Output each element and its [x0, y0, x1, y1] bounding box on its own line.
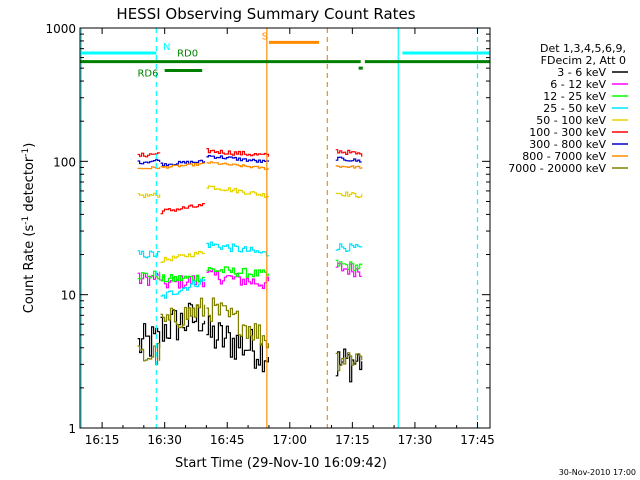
- series-5-segment-1: [137, 192, 161, 198]
- series-6: [137, 148, 363, 215]
- series-7: [137, 155, 362, 167]
- series-3: [137, 259, 363, 283]
- legend-label-4: 25 - 50 keV: [543, 102, 606, 115]
- series-5: [137, 185, 363, 263]
- series-6-segment-4: [335, 149, 363, 157]
- axes-layer: 16:15 16:30 16:45 17:00 17:15 17:30 17:45 1 10 10…: [45, 22, 494, 447]
- series-1: [137, 302, 363, 383]
- x-tick-label-3: 16:45: [210, 433, 245, 447]
- y-tick-label-3: 100: [53, 155, 76, 169]
- series-1-segment-3: [206, 315, 269, 373]
- series-9: [137, 297, 363, 372]
- y-tick-label-2: 10: [61, 289, 76, 303]
- series-3-segment-4: [335, 259, 363, 272]
- plot-frame: [79, 27, 491, 429]
- x-tick-label-5: 17:15: [335, 433, 370, 447]
- series-3-segment-1: [137, 270, 161, 280]
- chart-title: HESSI Observing Summary Count Rates: [116, 5, 415, 23]
- series-8-segment-4: [335, 165, 363, 169]
- legend-label-5: 50 - 100 keV: [536, 114, 606, 127]
- vlines-layer: [80, 28, 479, 428]
- series-5-segment-2: [160, 250, 206, 263]
- series-7-segment-4: [335, 156, 362, 163]
- series-4: [137, 241, 363, 299]
- y-axis-label: Count Rate (s-1 detector-1): [21, 143, 37, 314]
- series-5-segment-4: [335, 191, 363, 198]
- series-8: [137, 161, 363, 170]
- series-6-segment-3: [206, 148, 269, 157]
- x-axis-label: Start Time (29-Nov-10 16:09:42): [175, 456, 387, 471]
- legend-label-3: 12 - 25 keV: [543, 90, 606, 103]
- series-3-segment-3: [206, 266, 269, 278]
- legend-label-9: 7000 - 20000 keV: [508, 162, 606, 175]
- series-2-segment-4: [335, 262, 363, 278]
- series-6-segment-1: [137, 152, 161, 158]
- series-4-segment-2: [160, 278, 206, 299]
- legend-label-2: 6 - 12 keV: [550, 78, 606, 91]
- series-2: [137, 262, 363, 289]
- legend-header-2: FDecim 2, Att 0: [541, 54, 626, 67]
- series-6-segment-2: [160, 203, 206, 215]
- legend-header-1: Det 1,3,4,5,6,9,: [540, 42, 626, 55]
- legend-label-6: 100 - 300 keV: [529, 126, 606, 139]
- x-tick-label-1: 16:15: [85, 433, 120, 447]
- series-9-segment-4: [335, 352, 363, 372]
- series-1-segment-2: [160, 302, 206, 342]
- series-7-segment-2: [160, 159, 206, 167]
- x-tick-label-4: 17:00: [272, 433, 307, 447]
- series-7-segment-1: [137, 159, 161, 165]
- series-8-segment-2: [160, 162, 206, 169]
- series-8-segment-3: [206, 161, 269, 170]
- legend-label-8: 800 - 7000 keV: [522, 150, 606, 163]
- flag-label-night: N: [163, 42, 170, 53]
- series-4-segment-3: [206, 241, 269, 257]
- series-9-segment-2: [160, 297, 206, 329]
- flag-label-rd0: RD0: [177, 49, 198, 60]
- series-layer: [137, 148, 363, 383]
- legend-label-7: 300 - 800 keV: [529, 138, 606, 151]
- series-2-segment-2: [160, 275, 206, 289]
- y-tick-label-4: 1000: [45, 22, 76, 36]
- x-tick-label-6: 17:30: [398, 433, 433, 447]
- series-8-segment-1: [137, 166, 161, 170]
- flag-label-rd6: RD6: [137, 69, 158, 80]
- legend-label-1: 3 - 6 keV: [557, 66, 606, 79]
- series-3-segment-2: [160, 274, 206, 283]
- series-4-segment-4: [335, 243, 363, 252]
- series-7-segment-3: [206, 155, 269, 163]
- legend: Det 1,3,4,5,6,9,FDecim 2, Att 03 - 6 keV…: [508, 42, 628, 175]
- x-tick-label-2: 16:30: [147, 433, 182, 447]
- footer-timestamp: 30-Nov-2010 17:00: [559, 468, 636, 477]
- series-5-segment-3: [206, 185, 269, 198]
- flag-label-saa: S: [262, 31, 268, 42]
- series-9-segment-3: [206, 297, 269, 349]
- flags-layer: N S RD0 RD6: [80, 31, 490, 80]
- y-tick-label-1: 1: [68, 422, 76, 436]
- x-tick-label-7: 17:45: [460, 433, 495, 447]
